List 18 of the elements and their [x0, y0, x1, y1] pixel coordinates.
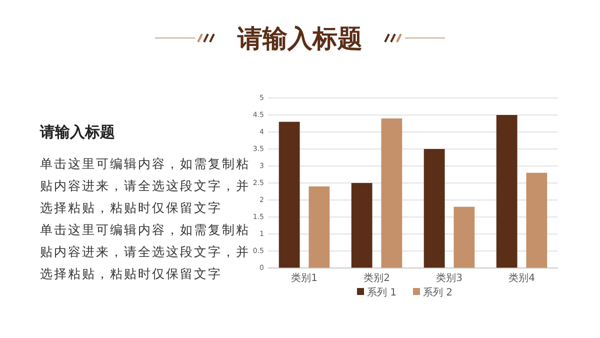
bar [278, 122, 300, 268]
text: 单击这里可编辑内容，如需复制粘贴内容进来，请全选这段文字，并选择粘贴，粘贴时仅保留文字 [40, 156, 250, 215]
legend-label: 系列 1 [367, 286, 397, 298]
bar [381, 118, 402, 268]
x-tick-label: 类别3 [436, 272, 462, 284]
text: 单击这里可编辑内容，如需复制粘贴内容进来，请全选这段文字，并选择粘贴，粘贴时仅保留文字 [40, 222, 250, 281]
x-tick-label: 类别1 [291, 272, 318, 284]
bar [424, 149, 445, 268]
text: 请输入标题 [39, 123, 115, 141]
bar [526, 172, 548, 268]
chart-title: 请输入标题 [236, 24, 362, 53]
bar [308, 186, 330, 268]
bar [351, 183, 372, 268]
bar [496, 115, 518, 268]
bar [454, 206, 475, 268]
x-tick-label: 类别4 [508, 272, 535, 284]
x-tick-label: 类别2 [364, 272, 390, 284]
legend-label: 系列 2 [423, 286, 453, 298]
